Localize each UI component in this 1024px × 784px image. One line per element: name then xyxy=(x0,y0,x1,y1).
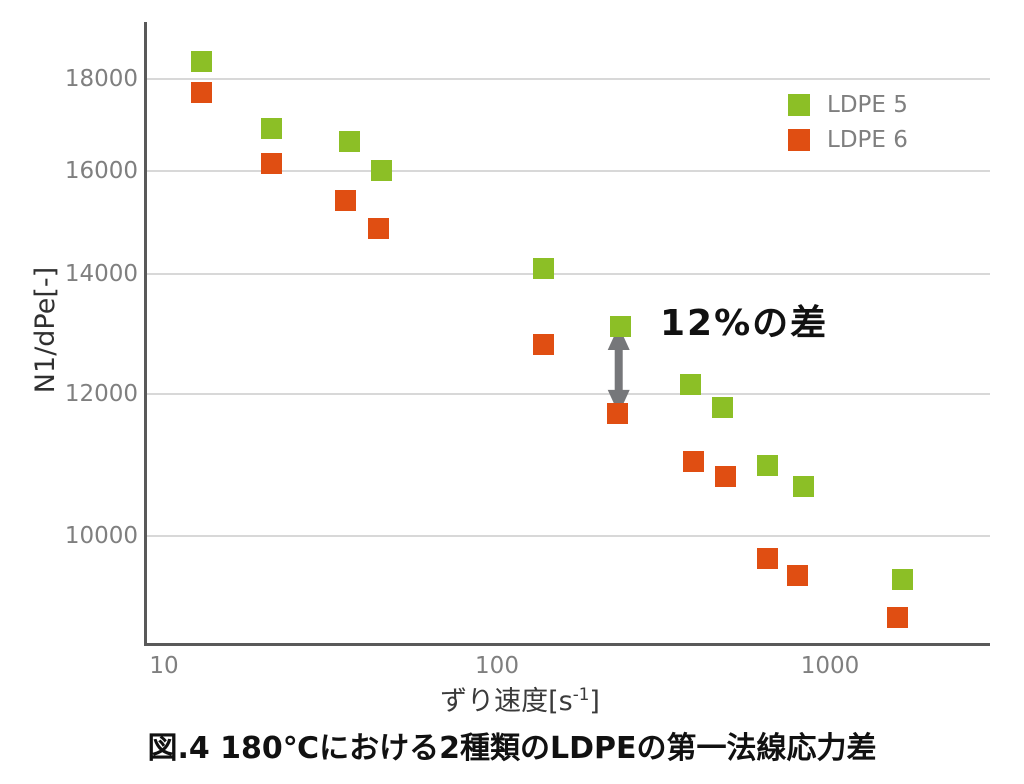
x-axis-title: ずり速度[s-1] xyxy=(440,679,600,718)
legend-label-ldpe6: LDPE 6 xyxy=(827,126,908,153)
y-axis-title: N1/dPe[-] xyxy=(30,266,61,394)
data-point-ldpe6 xyxy=(334,189,356,211)
y-tick-label: 14000 xyxy=(64,261,138,288)
y-axis-line xyxy=(144,22,147,646)
y-gridline xyxy=(147,273,990,276)
data-point-ldpe5 xyxy=(371,160,393,182)
data-point-ldpe6 xyxy=(886,607,908,629)
data-point-ldpe6 xyxy=(533,333,555,355)
x-axis-title-superscript: -1 xyxy=(572,684,590,704)
legend: LDPE 5 LDPE 6 xyxy=(788,92,908,162)
x-axis-line xyxy=(144,643,990,646)
x-tick-label: 100 xyxy=(475,653,519,679)
data-point-ldpe5 xyxy=(793,476,815,498)
y-tick-label: 12000 xyxy=(64,381,138,408)
x-tick-label: 1000 xyxy=(800,653,860,679)
data-point-ldpe5 xyxy=(338,131,360,153)
figure-caption: 図.4 180℃における2種類のLDPEの第一法線応力差 xyxy=(147,731,877,766)
data-point-ldpe5 xyxy=(191,51,213,73)
y-tick-label: 10000 xyxy=(64,522,138,549)
y-gridline xyxy=(147,393,990,396)
data-point-ldpe5 xyxy=(533,258,555,280)
data-point-ldpe5 xyxy=(679,374,701,396)
legend-item-ldpe5: LDPE 5 xyxy=(788,91,908,118)
y-gridline xyxy=(147,534,990,537)
data-point-ldpe5 xyxy=(610,315,632,337)
x-axis-title-main: ずり速度[s xyxy=(440,686,573,717)
x-axis-title-close: ] xyxy=(589,686,600,717)
data-point-ldpe6 xyxy=(367,218,389,240)
data-point-ldpe6 xyxy=(606,403,628,425)
ldpe5-swatch-icon xyxy=(788,93,810,116)
legend-label-ldpe5: LDPE 5 xyxy=(827,91,908,118)
data-point-ldpe5 xyxy=(757,454,779,476)
difference-annotation: 12%の差 xyxy=(660,303,829,344)
data-point-ldpe6 xyxy=(787,565,809,587)
y-gridline xyxy=(147,78,990,80)
y-tick-label: 16000 xyxy=(64,157,138,184)
data-point-ldpe6 xyxy=(757,547,779,569)
y-tick-label: 18000 xyxy=(64,66,138,92)
ldpe6-swatch-icon xyxy=(788,128,810,151)
data-point-ldpe5 xyxy=(260,117,282,139)
data-point-ldpe6 xyxy=(191,81,213,103)
x-tick-label: 10 xyxy=(149,653,179,679)
data-point-ldpe6 xyxy=(260,152,282,174)
data-point-ldpe6 xyxy=(714,465,736,487)
y-gridline xyxy=(147,169,990,172)
legend-item-ldpe6: LDPE 6 xyxy=(788,126,908,153)
data-point-ldpe5 xyxy=(891,569,913,591)
data-point-ldpe5 xyxy=(711,396,733,418)
data-point-ldpe6 xyxy=(683,451,705,473)
